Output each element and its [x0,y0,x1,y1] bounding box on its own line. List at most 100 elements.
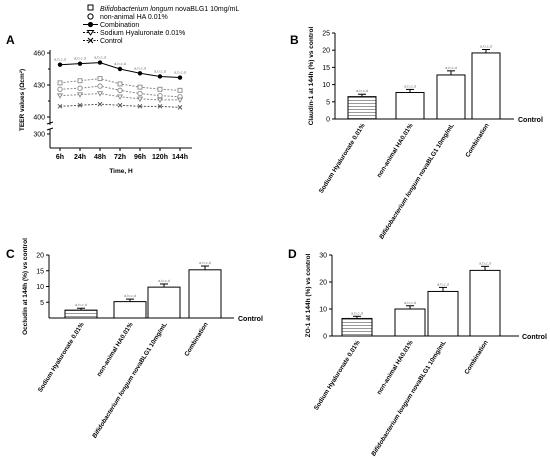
significance-label: a,b,c,d [437,281,449,286]
x-tick-label: 24h [74,154,86,161]
y-tick-label: 20 [36,253,44,260]
significance-label: a,b,c,d [479,260,491,265]
y-axis-title: TEER values (Ωcm²) [19,69,26,131]
category-label: Sodium Hyaluronate 0.01% [318,122,367,195]
baseline-label: Control [518,117,543,124]
data-point [57,86,63,92]
significance-label: a,b,c,d [158,278,170,283]
y-tick-label: 30 [319,253,327,260]
y-tick-label: 0 [326,117,330,124]
y-tick-label: 400 [33,115,45,122]
y-axis-title: ZO-1 at 144h (%) vs control [305,253,312,337]
y-tick-label: 10 [322,82,330,89]
data-point [116,94,124,100]
data-point [177,87,183,93]
data-point [157,74,163,79]
data-point [56,93,64,99]
significance-label: a,b,c,d [174,70,186,75]
significance-label: a,b,c,d [54,57,66,62]
data-point [157,93,163,99]
category-label: Bifidobacterium longum novaBLG1 10mg/mL [370,339,448,457]
data-point [137,103,143,109]
data-point [77,61,83,66]
panel-a-line-chart: A 300 400 430 460 6h 24h 48h 72h 96h 120h 144h Tim… [6,33,192,175]
legend-label-sodium-hyaluronate: Sodium Hyaluronate 0.01% [100,30,185,37]
legend-label-bifidobacterium: Bifidobacterium longum novaBLG1 10mg/mL [100,6,239,13]
significance-label: a,b,c,d [404,83,416,88]
data-point [77,78,83,84]
data-point [177,105,183,110]
significance-label: a,b,c,d [356,88,368,93]
panel-b-bar-chart: B 0 5 10 15 20 25 Claudin-1 at 144h (%) vs con… [290,27,543,241]
bar [427,290,459,337]
significance-label: a,b,c,d [74,56,86,61]
data-point [77,102,83,108]
y-tick-label: 20 [319,280,327,287]
axis-break-mark [46,121,54,125]
data-point [57,103,63,109]
data-point [157,103,163,109]
x-tick-label: 6h [56,154,64,161]
panel-a-labels: Time, H TEER values (Ωcm²) a,b,c,d a,b,c,d a… [19,55,186,175]
y-tick-label: 300 [33,132,45,139]
data-point [117,102,123,108]
category-label: Combination [464,122,490,158]
x-axis-title: Time, H [109,168,133,175]
y-tick-label: 25 [322,31,330,38]
legend-item-combination: Combination [83,21,139,29]
significance-label: a,b,c,d [480,44,492,49]
y-axis-title: Occludin at 144h (%) vs control [22,238,29,335]
bar [471,52,501,120]
y-tick-label: 10 [319,307,327,314]
data-point [137,84,143,90]
significance-label: a,b,c,d [445,65,457,70]
data-point [176,97,184,104]
y-tick-label: 430 [33,83,45,90]
category-label: Sodium Hyaluronate 0.01% [313,339,362,412]
bar [347,96,377,120]
panel-d-bar-chart: D 0 10 20 30 ZO-1 at 144h (%) vs control Cont… [288,247,547,458]
legend-item-control: Control [83,37,123,45]
data-point [97,83,103,89]
data-point [137,90,143,97]
category-label: Combination [463,339,489,375]
significance-label: a,b,c,d [114,61,126,66]
data-point [76,92,84,98]
panel-letter-d: D [288,247,297,261]
data-point [136,96,144,102]
data-point [137,71,143,76]
y-tick-label: 15 [36,268,44,275]
panel-letter-a: A [6,33,15,47]
panel-letter-b: B [290,33,299,47]
data-point [117,66,123,72]
data-point [117,87,123,93]
axis-break-mark [46,127,54,131]
bar [64,309,98,319]
legend-item-sodium-hyaluronate: Sodium Hyaluronate 0.01% [83,30,185,37]
category-label: Bifidobacterium longum novaBLG1 10mg/mL [378,122,456,240]
y-tick-label: 5 [40,300,44,307]
panel-a-series [56,60,184,110]
x-tick-label: 96h [134,154,146,161]
series-1 [57,76,183,93]
category-label: Sodium Hyaluronate 0.01% [37,321,86,394]
data-point [157,86,163,92]
legend-label-non-animal-ha: non-animal HA 0.01% [100,14,168,21]
significance-label: a,b,c,d [351,310,363,315]
x-tick-label: 144h [172,154,188,161]
y-tick-label: 10 [36,284,44,291]
x-tick-label: 120h [152,154,168,161]
category-label: non-animal HA0.01% [376,339,415,396]
category-label: non-animal HA0.01% [376,122,415,179]
y-tick-label: 460 [33,51,45,58]
significance-label: a,b,c,d [75,302,87,307]
data-point [96,91,104,97]
data-point [57,62,63,67]
panel-letter-c: C [6,247,15,261]
panel-c-bar-chart: C 5 10 15 20 Occludin at 144h (%) vs control… [6,238,263,440]
legend-label-control: Control [100,38,123,45]
legend-label-combination: Combination [100,22,139,29]
category-label: Combination [183,321,209,357]
bar [469,269,501,337]
